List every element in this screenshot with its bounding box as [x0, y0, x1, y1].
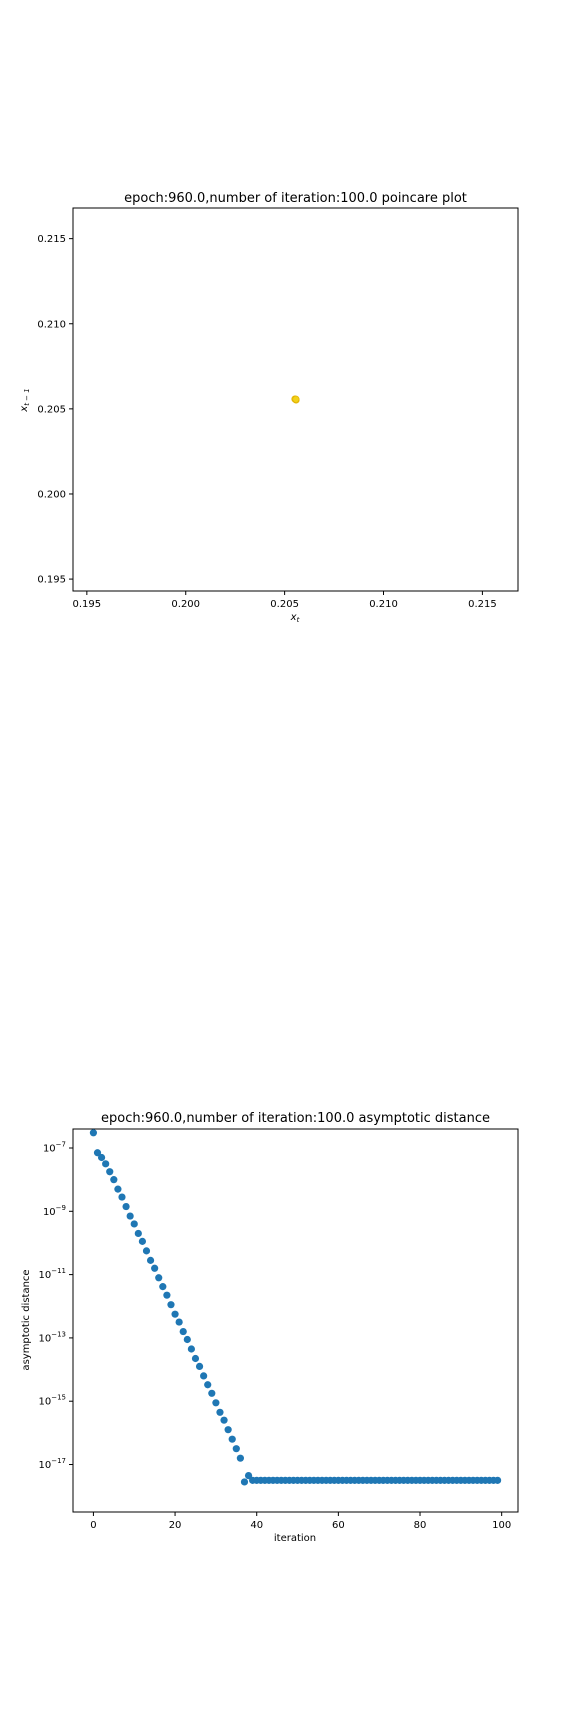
- data-point: [118, 1193, 126, 1201]
- y-tick-label: 10−9: [43, 1204, 66, 1218]
- x-tick-label: 100: [492, 1520, 511, 1531]
- x-tick-label: 0.200: [171, 599, 200, 610]
- y-tick-label: 0.205: [37, 404, 66, 415]
- data-point: [200, 1372, 208, 1380]
- data-point: [220, 1416, 228, 1424]
- x-tick-label: 20: [169, 1520, 182, 1531]
- data-point: [232, 1445, 240, 1453]
- asymptotic-x-axis-label: iteration: [274, 1533, 316, 1544]
- poincare-x-axis-label: xt: [290, 612, 300, 624]
- data-point: [122, 1202, 130, 1211]
- data-point: [134, 1229, 142, 1238]
- data-point: [146, 1256, 155, 1264]
- data-point: [195, 1362, 204, 1370]
- asymptotic-plot-area: [72, 1128, 519, 1513]
- poincare-chart-title: epoch:960.0,number of iteration:100.0 po…: [124, 191, 467, 206]
- poincare-plot-area: [72, 207, 519, 592]
- data-point: [163, 1291, 171, 1299]
- data-point: [167, 1301, 175, 1309]
- data-point: [142, 1247, 151, 1255]
- poincare-chart: epoch:960.0,number of iteration:100.0 po…: [19, 191, 519, 624]
- asymptotic-x-ticks: 0 20 40 60 80 100: [90, 1512, 511, 1531]
- y-tick-label: 0.200: [37, 489, 66, 500]
- asymptotic-y-ticks: 10−7 10−9 10−11 10−13 10−15 10−17: [38, 1140, 73, 1471]
- y-tick-label: 10−17: [38, 1457, 66, 1471]
- data-point: [212, 1399, 220, 1407]
- data-point: [216, 1408, 224, 1416]
- data-point: [151, 1264, 159, 1272]
- data-point: [89, 1129, 98, 1137]
- x-tick-label: 80: [414, 1520, 427, 1531]
- x-tick-label: 0.215: [468, 599, 497, 610]
- data-point: [114, 1185, 122, 1193]
- data-point: [228, 1435, 236, 1443]
- asymptotic-chart-title: epoch:960.0,number of iteration:100.0 as…: [101, 1111, 490, 1126]
- x-tick-label: 60: [332, 1520, 345, 1531]
- data-point: [175, 1318, 183, 1326]
- x-tick-label: 0.210: [369, 599, 398, 610]
- data-point: [97, 1153, 106, 1162]
- data-point: [183, 1335, 191, 1344]
- data-point: [126, 1212, 134, 1220]
- data-point: [224, 1426, 232, 1434]
- asymptotic-chart: epoch:960.0,number of iteration:100.0 as…: [21, 1111, 519, 1544]
- data-point: [236, 1454, 244, 1462]
- data-point: [191, 1354, 200, 1363]
- data-point: [130, 1220, 138, 1228]
- poincare-y-ticks: 0.195 0.200 0.205 0.210 0.215: [37, 234, 73, 586]
- y-tick-label: 0.210: [37, 319, 66, 330]
- asymptotic-points: [89, 1129, 502, 1486]
- data-point: [240, 1478, 249, 1486]
- data-point: [244, 1471, 253, 1480]
- data-point: [493, 1476, 502, 1484]
- y-tick-label: 10−15: [38, 1394, 66, 1408]
- data-point: [102, 1160, 110, 1168]
- y-tick-label: 10−11: [38, 1267, 66, 1281]
- y-tick-label: 10−13: [38, 1330, 66, 1344]
- data-point: [204, 1381, 212, 1389]
- y-tick-label: 0.215: [37, 234, 66, 245]
- asymptotic-y-axis-label: asymptotic distance: [21, 1269, 32, 1370]
- data-point: [187, 1345, 195, 1353]
- x-tick-label: 40: [250, 1520, 263, 1531]
- data-point: [93, 1149, 102, 1157]
- data-point: [106, 1168, 114, 1176]
- data-point: [159, 1283, 167, 1291]
- data-point: [155, 1274, 163, 1282]
- data-point: [179, 1327, 187, 1336]
- data-point: [138, 1237, 147, 1245]
- poincare-x-ticks: 0.195 0.200 0.205 0.210 0.215: [73, 591, 497, 610]
- x-tick-label: 0: [90, 1520, 96, 1531]
- poincare-y-axis-label: xt − 1: [19, 388, 31, 412]
- data-point: [110, 1176, 118, 1184]
- data-point: [208, 1389, 216, 1397]
- x-tick-label: 0.205: [270, 599, 299, 610]
- y-tick-label: 0.195: [37, 575, 66, 586]
- data-point: [171, 1310, 179, 1318]
- y-tick-label: 10−7: [43, 1140, 66, 1154]
- x-tick-label: 0.195: [73, 599, 102, 610]
- poincare-points: [291, 395, 300, 404]
- data-point: [292, 395, 300, 403]
